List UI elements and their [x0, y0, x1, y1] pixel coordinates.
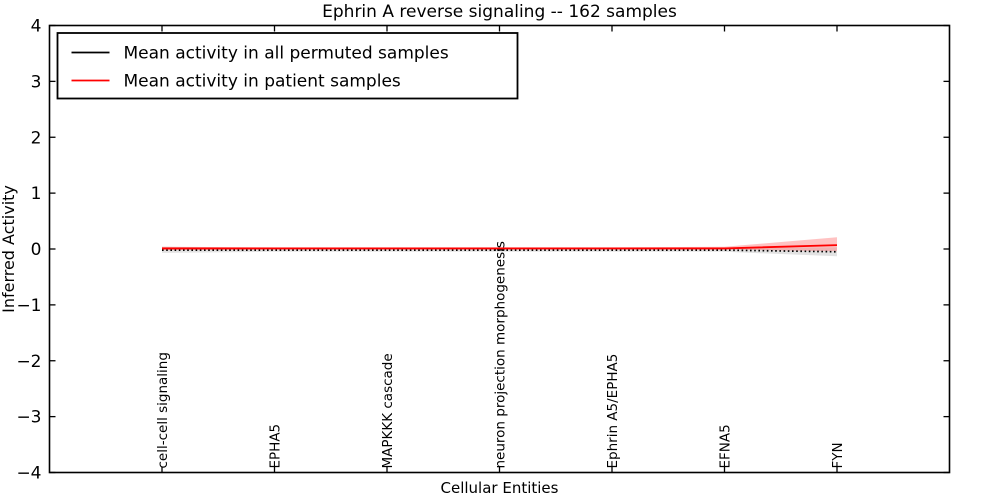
x-category-label: MAPKKK cascade	[380, 353, 396, 468]
y-tick-label: −1	[16, 296, 41, 316]
y-tick-label: −4	[16, 464, 41, 484]
x-category-label: cell-cell signaling	[155, 352, 171, 468]
legend-entry-label: Mean activity in all permuted samples	[124, 44, 449, 64]
y-tick-label: −3	[16, 408, 41, 428]
x-category-label: Ephrin A5/EPHA5	[605, 354, 621, 469]
y-tick-label: 3	[31, 72, 42, 92]
y-tick-label: 2	[31, 128, 42, 148]
series-line-permuted	[162, 249, 838, 253]
x-category-label: neuron projection morphogenesis	[493, 241, 509, 468]
y-tick-label: −2	[16, 352, 41, 372]
chart-title: Ephrin A reverse signaling -- 162 sample…	[322, 2, 677, 22]
plot-dynamic-layer: 4 3 2 1 0 −1 −2 −3 −4 cell-cell signaling EPHA5 MAP…	[16, 17, 951, 484]
x-category-label: FYN	[830, 442, 846, 468]
y-tick-label: 1	[31, 184, 42, 204]
legend-box	[56, 32, 519, 100]
y-tick-label: 0	[31, 240, 42, 260]
x-category-label: EFNA5	[718, 424, 734, 468]
y-axis-label: Inferred Activity	[0, 185, 18, 313]
x-category-label: EPHA5	[268, 424, 284, 469]
series-line-patient	[162, 244, 838, 250]
x-axis-label: Cellular Entities	[441, 479, 559, 497]
y-tick-label: 4	[31, 17, 42, 37]
legend-entry-label: Mean activity in patient samples	[124, 72, 401, 92]
